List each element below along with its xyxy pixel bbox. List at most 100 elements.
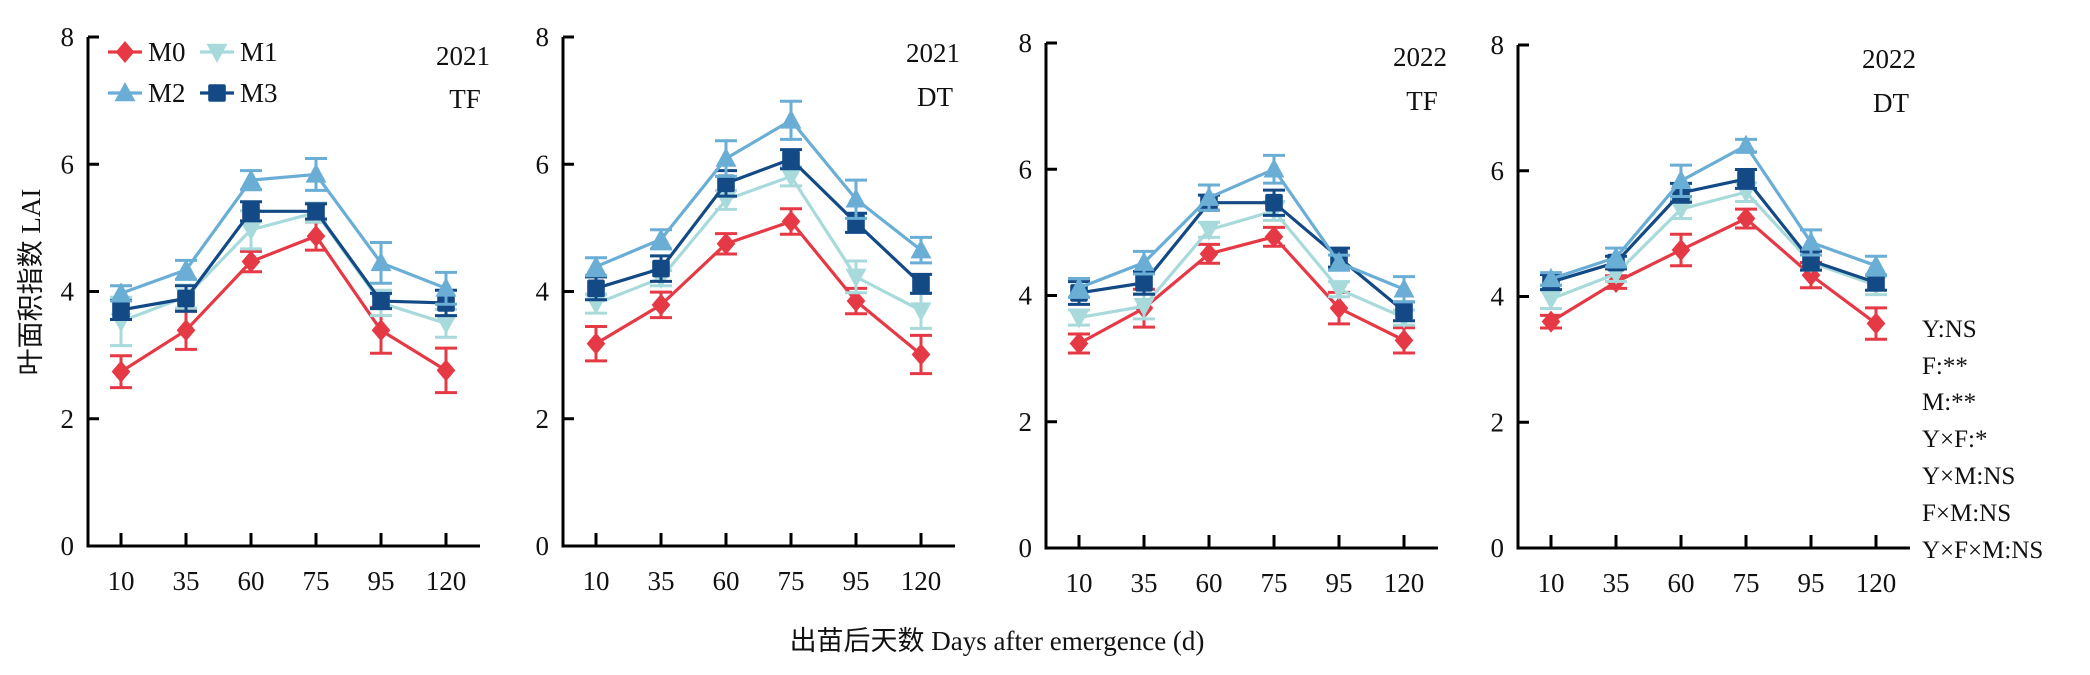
data-point-m2	[715, 147, 737, 167]
data-point-m2	[845, 188, 867, 208]
data-point-m0	[1199, 242, 1219, 265]
data-point-m2	[650, 228, 672, 248]
panel-2022-dt: 0 2 4 6 8 10 35 60 75 95 120 2022 DT	[1491, 30, 1917, 598]
x-tick-label: 120	[901, 566, 942, 596]
data-point-m2	[370, 251, 392, 272]
panel-2021-tf: 0 2 4 6 8 10 35 60 75 95 120 2021 TF	[61, 22, 491, 596]
series-line-m0	[1078, 235, 1405, 345]
legend-label: M1	[240, 37, 278, 67]
y-tick-label: 0	[61, 531, 75, 561]
data-point-m1	[1540, 290, 1562, 311]
series-m2	[585, 99, 932, 278]
data-point-m0	[1394, 329, 1414, 352]
data-point-m2	[1133, 251, 1155, 271]
series-m1	[1068, 199, 1415, 329]
x-tick-label: 60	[238, 566, 265, 596]
legend-item-m3: M3	[200, 78, 278, 108]
x-tick-label: 35	[648, 566, 675, 596]
data-point-m0	[1329, 297, 1349, 320]
data-point-m2	[305, 163, 327, 183]
data-point-m1	[780, 168, 802, 188]
legend-label: M3	[240, 78, 278, 108]
series-line-m1	[1550, 190, 1877, 301]
series-line-m1	[595, 174, 922, 313]
series-line-m3	[120, 209, 447, 312]
data-point-m2	[1540, 267, 1562, 288]
y-tick-label: 8	[536, 22, 550, 52]
x-tick-label: 10	[1538, 568, 1565, 598]
y-tick-label: 6	[61, 149, 75, 179]
legend-label: M2	[148, 78, 186, 108]
data-point-m0	[1069, 332, 1089, 355]
panel-site-label: TF	[449, 84, 481, 114]
panel-year-label: 2022	[1862, 44, 1916, 74]
data-point-m0	[1264, 225, 1284, 248]
series-m0	[1068, 225, 1415, 355]
legend-item-m0: M0	[108, 37, 186, 67]
data-point-m2	[585, 255, 607, 275]
stat-yxf: Y×F:*	[1922, 426, 1988, 453]
stat-fxm: F×M:NS	[1922, 500, 2011, 527]
data-point-m0	[911, 343, 931, 366]
data-point-m0	[1736, 207, 1756, 230]
series-m3	[585, 148, 932, 302]
series-line-m3	[1550, 177, 1877, 285]
y-tick-label: 2	[536, 404, 550, 434]
data-point-m0	[111, 360, 131, 383]
data-point-m1	[1133, 297, 1155, 318]
data-point-m2	[1800, 231, 1822, 251]
data-point-m3	[242, 202, 260, 221]
series-m3	[110, 200, 457, 321]
data-point-m2	[240, 169, 262, 189]
data-point-m0	[306, 225, 326, 248]
x-tick-label: 75	[303, 566, 330, 596]
x-tick-label: 75	[1261, 568, 1288, 598]
legend: M0 M1 M2 M3	[108, 37, 278, 108]
y-tick-label: 0	[1019, 533, 1033, 563]
data-point-m1	[1670, 200, 1692, 221]
x-tick-label: 60	[713, 566, 740, 596]
data-point-m0	[241, 250, 261, 273]
data-point-m3	[652, 259, 670, 278]
series-m1	[585, 165, 932, 330]
x-tick-label: 120	[1384, 568, 1425, 598]
x-tick-label: 120	[426, 566, 467, 596]
y-tick-label: 2	[1019, 407, 1033, 437]
series-line-m0	[595, 219, 923, 356]
data-point-m3	[717, 174, 735, 193]
y-tick-label: 6	[1491, 156, 1505, 186]
data-point-m1	[1068, 309, 1090, 329]
data-point-m3	[177, 289, 195, 308]
series-line-m1	[1078, 209, 1405, 320]
series-m1	[110, 201, 457, 348]
x-tick-label: 95	[1798, 568, 1825, 598]
data-point-m0	[1541, 310, 1561, 333]
data-point-m2	[1735, 134, 1757, 154]
data-point-m3	[307, 202, 325, 221]
x-tick-label: 35	[1603, 568, 1630, 598]
x-tick-label: 120	[1856, 568, 1897, 598]
legend-label: M0	[148, 37, 186, 67]
data-point-m3	[782, 150, 800, 168]
data-point-m0	[651, 293, 671, 316]
series-line-m2	[1078, 167, 1405, 291]
data-point-m3	[1395, 302, 1413, 321]
data-point-m2	[1393, 278, 1415, 298]
legend-item-m1: M1	[200, 37, 278, 67]
data-point-m1	[845, 268, 867, 288]
series-m2	[1540, 134, 1887, 288]
series-line-m3	[595, 157, 923, 290]
data-point-m1	[435, 315, 457, 335]
legend-marker-m1	[206, 43, 228, 63]
data-point-m2	[1865, 254, 1887, 274]
series-m0	[110, 220, 457, 395]
data-point-m2	[110, 282, 132, 302]
x-tick-label: 60	[1668, 568, 1695, 598]
y-tick-label: 8	[1491, 30, 1505, 60]
stat-yxfxm: Y×F×M:NS	[1922, 537, 2043, 564]
data-point-m2	[435, 277, 457, 297]
data-point-m0	[716, 232, 736, 255]
stat-f: F:**	[1922, 353, 1968, 380]
series-m2	[1068, 153, 1415, 304]
